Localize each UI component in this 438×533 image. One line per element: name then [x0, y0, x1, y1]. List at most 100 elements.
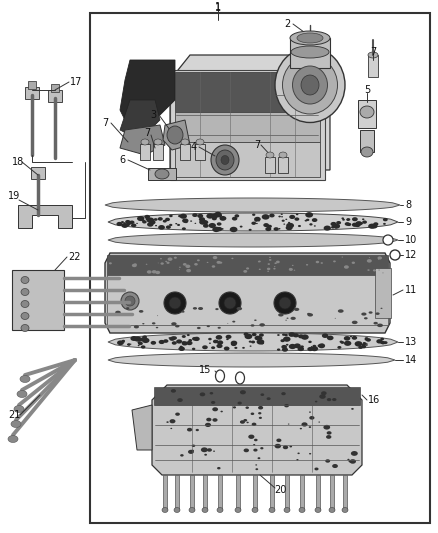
Ellipse shape	[202, 507, 208, 513]
Bar	[358, 100, 376, 128]
Ellipse shape	[344, 265, 349, 269]
Ellipse shape	[335, 318, 336, 319]
Ellipse shape	[254, 220, 258, 222]
Bar	[175, 112, 320, 142]
Ellipse shape	[249, 229, 252, 231]
Ellipse shape	[366, 345, 367, 346]
Ellipse shape	[126, 223, 130, 226]
Ellipse shape	[175, 223, 177, 224]
Ellipse shape	[364, 338, 367, 341]
Ellipse shape	[179, 269, 180, 270]
Ellipse shape	[211, 346, 215, 349]
Ellipse shape	[126, 221, 132, 225]
Ellipse shape	[127, 343, 130, 345]
Ellipse shape	[242, 347, 245, 349]
Ellipse shape	[211, 145, 239, 175]
Ellipse shape	[211, 214, 218, 219]
Ellipse shape	[215, 340, 218, 342]
Ellipse shape	[192, 337, 197, 341]
Ellipse shape	[214, 212, 222, 217]
Ellipse shape	[288, 332, 295, 337]
Ellipse shape	[253, 444, 255, 446]
Ellipse shape	[179, 348, 182, 350]
Ellipse shape	[166, 225, 171, 229]
Ellipse shape	[259, 323, 265, 327]
Ellipse shape	[334, 226, 338, 229]
Ellipse shape	[276, 261, 280, 263]
Ellipse shape	[148, 216, 150, 217]
Bar	[107, 275, 388, 325]
Ellipse shape	[294, 217, 299, 221]
Ellipse shape	[288, 227, 293, 230]
Ellipse shape	[257, 336, 262, 340]
Ellipse shape	[321, 262, 323, 264]
Ellipse shape	[244, 419, 247, 422]
Ellipse shape	[373, 269, 376, 271]
Ellipse shape	[141, 345, 145, 349]
Ellipse shape	[269, 257, 271, 258]
Ellipse shape	[293, 333, 299, 337]
Text: 18: 18	[12, 157, 24, 167]
Ellipse shape	[169, 337, 170, 338]
Ellipse shape	[321, 391, 327, 395]
Ellipse shape	[324, 225, 331, 231]
Ellipse shape	[279, 152, 287, 158]
Ellipse shape	[212, 217, 217, 220]
Ellipse shape	[316, 261, 319, 263]
Ellipse shape	[21, 301, 29, 308]
Ellipse shape	[171, 336, 175, 339]
Ellipse shape	[263, 223, 269, 227]
Ellipse shape	[325, 459, 330, 463]
Ellipse shape	[252, 333, 257, 336]
Ellipse shape	[123, 222, 126, 224]
Ellipse shape	[332, 464, 338, 468]
Ellipse shape	[326, 435, 332, 439]
Ellipse shape	[245, 407, 249, 409]
Ellipse shape	[361, 312, 367, 316]
Ellipse shape	[277, 334, 280, 336]
Ellipse shape	[165, 341, 167, 342]
Ellipse shape	[202, 345, 208, 349]
Ellipse shape	[275, 47, 345, 123]
Ellipse shape	[307, 313, 311, 315]
Ellipse shape	[182, 341, 188, 345]
Ellipse shape	[149, 220, 155, 224]
Ellipse shape	[352, 321, 357, 324]
Ellipse shape	[284, 334, 288, 336]
Ellipse shape	[288, 424, 290, 425]
Ellipse shape	[375, 312, 380, 315]
Ellipse shape	[286, 344, 289, 346]
Ellipse shape	[297, 33, 323, 43]
Ellipse shape	[378, 269, 380, 271]
Ellipse shape	[125, 220, 130, 223]
Ellipse shape	[261, 342, 264, 344]
Ellipse shape	[246, 268, 249, 270]
Ellipse shape	[134, 336, 141, 342]
Ellipse shape	[275, 444, 281, 448]
Ellipse shape	[331, 222, 336, 226]
Bar	[278, 157, 288, 173]
Ellipse shape	[220, 410, 223, 413]
Ellipse shape	[141, 220, 145, 222]
Ellipse shape	[179, 346, 185, 351]
Ellipse shape	[351, 451, 358, 456]
Ellipse shape	[380, 341, 385, 344]
Ellipse shape	[237, 307, 242, 310]
Ellipse shape	[169, 224, 173, 226]
Ellipse shape	[345, 222, 350, 226]
Bar	[28, 81, 36, 89]
Ellipse shape	[285, 219, 287, 220]
Ellipse shape	[162, 507, 168, 513]
Ellipse shape	[301, 75, 319, 95]
Ellipse shape	[237, 401, 242, 405]
Text: 21: 21	[8, 410, 21, 420]
Ellipse shape	[244, 334, 252, 339]
Ellipse shape	[179, 266, 181, 268]
Text: 11: 11	[405, 285, 417, 295]
Ellipse shape	[355, 341, 362, 346]
Ellipse shape	[234, 347, 237, 349]
Ellipse shape	[181, 139, 189, 145]
Ellipse shape	[202, 220, 208, 224]
Ellipse shape	[258, 220, 260, 221]
Ellipse shape	[279, 297, 291, 309]
